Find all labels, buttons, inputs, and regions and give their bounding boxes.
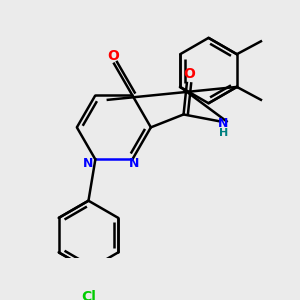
Text: Cl: Cl	[81, 290, 96, 300]
Text: H: H	[218, 128, 228, 138]
Text: O: O	[107, 49, 119, 63]
Text: N: N	[83, 157, 94, 170]
Text: N: N	[129, 157, 139, 170]
Text: O: O	[183, 67, 195, 81]
Text: N: N	[218, 117, 228, 130]
